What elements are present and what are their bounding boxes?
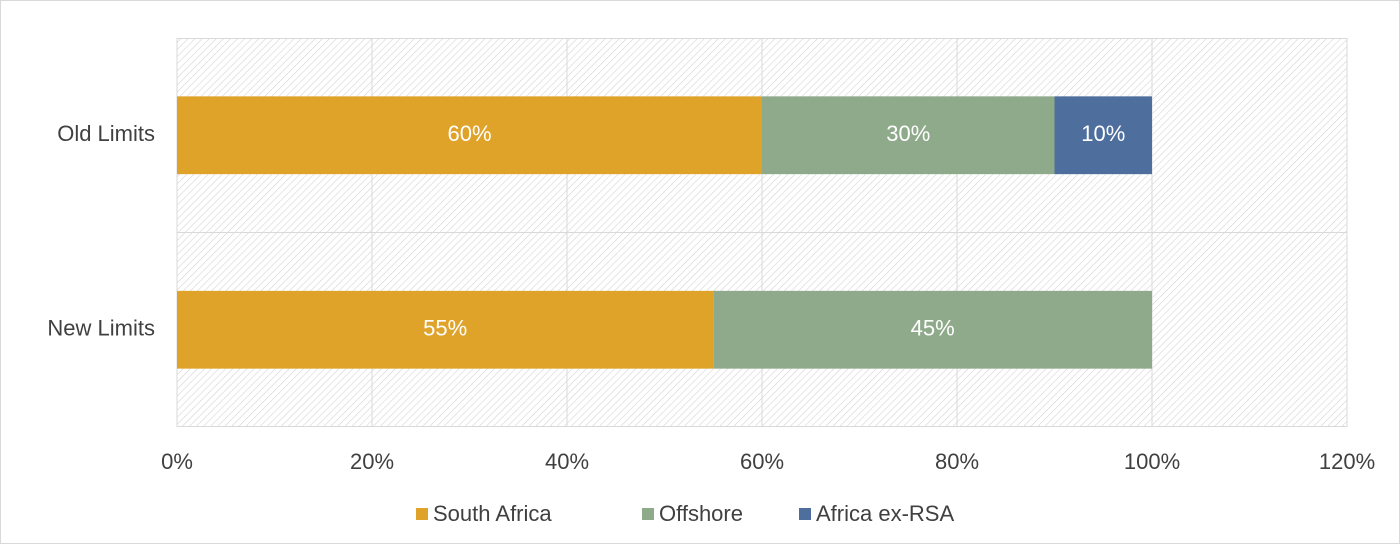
data-label: 45% — [911, 316, 955, 341]
legend-label: Offshore — [659, 501, 743, 526]
x-tick-label: 80% — [935, 449, 979, 474]
y-tick-label: Old Limits — [57, 121, 155, 146]
legend-label: Africa ex-RSA — [816, 501, 954, 526]
legend-swatch — [642, 508, 654, 520]
x-tick-label: 120% — [1319, 449, 1375, 474]
legend-swatch — [799, 508, 811, 520]
data-label: 30% — [886, 121, 930, 146]
legend-swatch — [416, 508, 428, 520]
x-tick-label: 40% — [545, 449, 589, 474]
legend-label: South Africa — [433, 501, 552, 526]
bar-segment — [1054, 96, 1152, 175]
x-tick-label: 20% — [350, 449, 394, 474]
data-label: 10% — [1081, 121, 1125, 146]
y-tick-label: New Limits — [47, 316, 155, 341]
x-tick-label: 60% — [740, 449, 784, 474]
bar-segment — [713, 290, 1152, 369]
bar-segment — [177, 290, 714, 369]
x-tick-label: 100% — [1124, 449, 1180, 474]
x-tick-label: 0% — [161, 449, 193, 474]
data-label: 55% — [423, 316, 467, 341]
bar-segment — [762, 96, 1055, 175]
bar-segment — [177, 96, 762, 175]
data-label: 60% — [447, 121, 491, 146]
